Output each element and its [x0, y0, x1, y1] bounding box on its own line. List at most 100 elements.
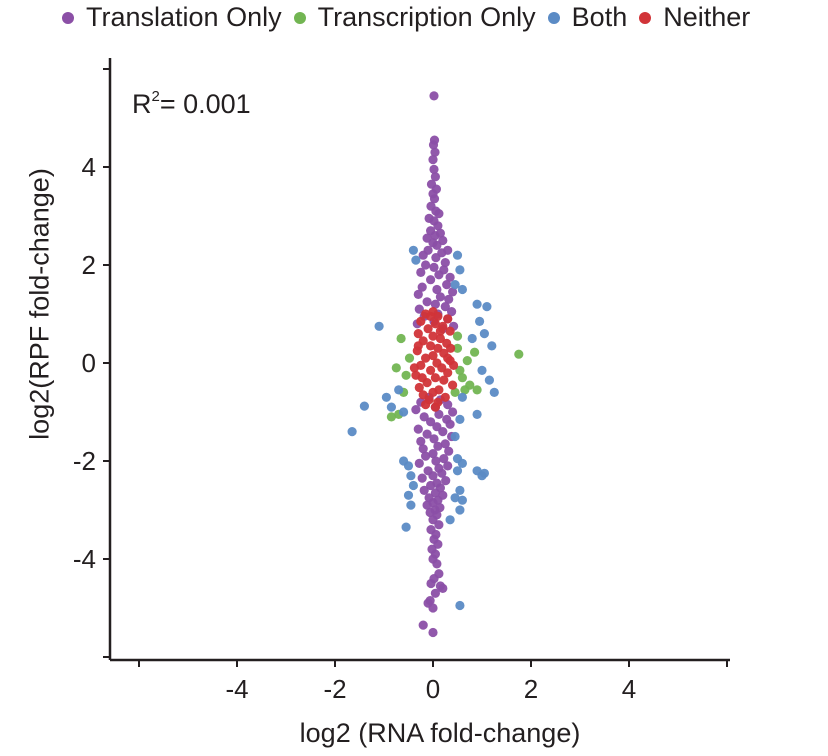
point-both — [408, 480, 418, 491]
point-both — [487, 341, 497, 351]
point-transcription-only — [472, 385, 482, 395]
point-both — [452, 466, 463, 476]
point-translation-only — [421, 260, 431, 270]
point-both — [406, 500, 416, 510]
point-both — [450, 431, 460, 442]
point-both — [472, 409, 482, 419]
point-translation-only — [443, 461, 453, 471]
point-both — [484, 375, 494, 385]
point-translation-only — [414, 458, 424, 468]
point-neither — [413, 341, 423, 351]
point-both — [374, 321, 384, 331]
point-both — [401, 522, 411, 532]
annotation-prefix: R — [132, 89, 152, 119]
point-transcription-only — [452, 343, 463, 353]
point-translation-only — [444, 294, 454, 304]
point-translation-only — [416, 267, 426, 277]
point-neither — [416, 316, 426, 326]
point-translation-only — [413, 424, 423, 434]
point-translation-only — [417, 282, 427, 292]
point-both — [479, 329, 489, 339]
point-translation-only — [428, 603, 438, 613]
point-translation-only — [418, 444, 428, 454]
point-both — [455, 414, 465, 424]
point-both — [452, 250, 463, 260]
point-translation-only — [422, 500, 432, 510]
legend-item-transcription-only: Transcription Only — [293, 2, 536, 33]
legend-label-translation-only: Translation Only — [86, 2, 282, 32]
point-translation-only — [429, 164, 439, 174]
point-transcription-only — [386, 412, 396, 422]
point-both — [457, 458, 467, 468]
point-both — [457, 392, 467, 402]
point-both — [477, 365, 487, 375]
point-both — [450, 280, 460, 290]
point-both — [386, 402, 396, 412]
point-translation-only — [441, 476, 451, 486]
point-both — [489, 387, 499, 397]
plot-points — [347, 91, 524, 638]
point-translation-only — [417, 473, 427, 483]
point-translation-only — [429, 194, 440, 204]
legend-label-both: Both — [571, 2, 628, 32]
x-tick-label: 4 — [622, 674, 636, 704]
point-transcription-only — [452, 331, 463, 341]
point-translation-only — [440, 258, 450, 268]
point-translation-only — [428, 449, 438, 459]
point-translation-only — [430, 299, 440, 309]
point-translation-only — [429, 434, 439, 444]
point-translation-only — [432, 559, 442, 569]
point-neither — [421, 400, 431, 410]
point-transcription-only — [462, 356, 472, 366]
point-both — [457, 495, 467, 505]
point-translation-only — [438, 583, 448, 594]
point-transcription-only — [396, 333, 406, 344]
series-transcription-only — [386, 331, 524, 422]
point-translation-only — [433, 441, 443, 451]
point-translation-only — [428, 471, 438, 481]
point-translation-only — [418, 620, 428, 630]
legend-marker-transcription-only — [293, 11, 306, 24]
y-tick-label: 2 — [82, 250, 96, 280]
point-translation-only — [429, 91, 439, 101]
point-translation-only — [439, 454, 449, 464]
point-translation-only — [448, 287, 458, 297]
point-both — [411, 255, 421, 265]
point-transcription-only — [450, 387, 460, 397]
point-neither — [443, 314, 453, 324]
point-neither — [435, 326, 445, 336]
point-translation-only — [426, 480, 436, 491]
point-translation-only — [443, 245, 453, 255]
point-both — [482, 302, 492, 312]
point-translation-only — [428, 155, 438, 165]
point-translation-only — [435, 292, 445, 302]
point-both — [455, 505, 465, 515]
point-neither — [448, 380, 458, 390]
x-axis-label: log2 (RNA fold-change) — [299, 718, 581, 748]
point-neither — [423, 324, 433, 334]
point-translation-only — [426, 578, 436, 589]
point-neither — [449, 360, 459, 370]
point-both — [347, 427, 357, 437]
point-translation-only — [419, 412, 429, 422]
legend: Translation Only Transcription Only Both… — [62, 2, 762, 33]
point-translation-only — [411, 405, 421, 415]
point-neither — [409, 363, 419, 373]
point-translation-only — [418, 250, 428, 260]
point-neither — [443, 353, 453, 363]
x-tick-label: 0 — [426, 674, 440, 704]
y-tick-label: 0 — [82, 348, 96, 378]
point-translation-only — [426, 275, 436, 285]
point-translation-only — [443, 400, 453, 410]
point-both — [475, 316, 485, 326]
point-translation-only — [430, 488, 440, 498]
point-both — [457, 284, 467, 295]
point-translation-only — [429, 262, 439, 272]
point-both — [394, 385, 404, 395]
point-translation-only — [448, 407, 458, 417]
point-translation-only — [422, 297, 432, 307]
point-transcription-only — [401, 370, 411, 380]
point-neither — [445, 326, 455, 336]
axes: -4 -2 0 2 4 -4 -2 0 2 4 — [73, 58, 730, 704]
point-both — [455, 265, 465, 275]
